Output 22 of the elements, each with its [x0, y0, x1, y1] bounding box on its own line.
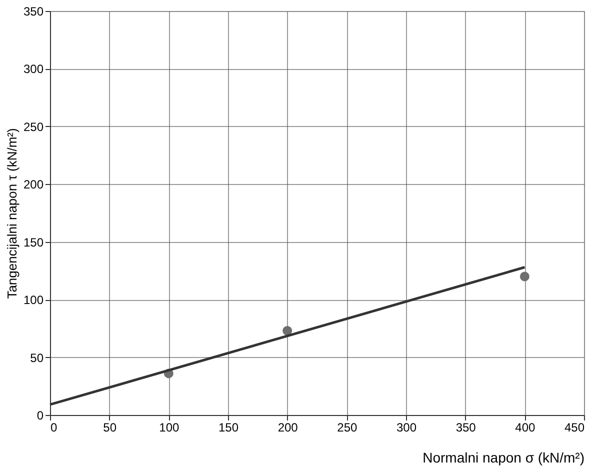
x-tick-label: 250 [337, 420, 358, 434]
y-tick-label: 150 [23, 235, 44, 250]
y-tick-label: 50 [30, 350, 44, 365]
x-tick-label: 400 [515, 420, 536, 434]
x-tick-label: 100 [159, 420, 180, 434]
point [520, 272, 530, 282]
x-tick-label: 350 [456, 420, 476, 434]
x-tick-label: 450 [564, 420, 585, 434]
y-tick-label: 250 [23, 120, 44, 134]
point [282, 326, 292, 336]
x-tick-label: 300 [396, 420, 417, 434]
x-tick-label: 200 [278, 420, 298, 434]
y-axis-title: Tangencijalni napon τ (kN/m²) [4, 128, 20, 299]
y-tick-label: 300 [23, 62, 44, 76]
y-tick-label: 0 [36, 408, 44, 422]
y-tick-label: 350 [23, 4, 44, 18]
y-tick-label: 100 [23, 293, 44, 308]
y-tick-label: 200 [23, 178, 44, 192]
x-tick-label: 50 [103, 420, 117, 434]
x-axis-title: Normalni napon σ (kN/m²) [422, 450, 584, 466]
x-tick-label: 0 [50, 420, 58, 434]
x-tick-label: 150 [218, 420, 239, 434]
